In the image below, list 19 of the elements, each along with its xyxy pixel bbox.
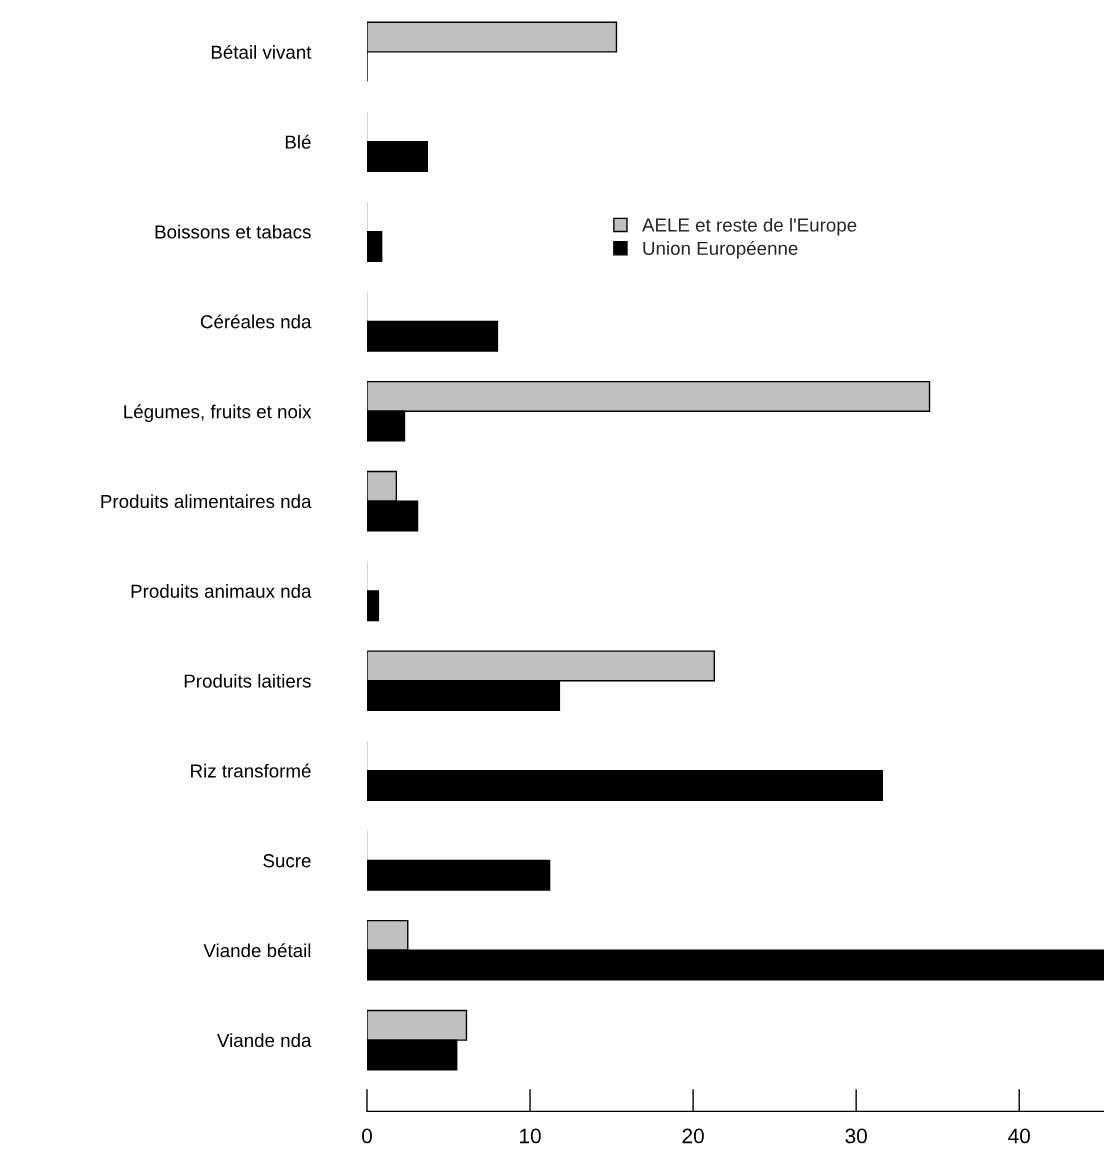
x-tick-label: 40 <box>1008 1128 1030 1144</box>
x-tick-label: 0 <box>362 1128 372 1144</box>
y-tick-label: Riz transformé <box>191 763 311 778</box>
x-tick-label: 30 <box>845 1128 867 1144</box>
y-tick-label: Légumes, fruits et noix <box>124 404 312 423</box>
y-tick-label: Viande nda <box>216 1033 312 1048</box>
y-tick-label: Produits animaux nda <box>131 584 312 598</box>
y-tick-label: Bétail vivant <box>211 44 312 59</box>
x-tick-label: 20 <box>682 1128 704 1144</box>
y-tick-label: Produits alimentaires nda <box>101 494 312 509</box>
x-tick-label: 10 <box>520 1128 541 1144</box>
y-tick-label: Boissons et tabacs <box>155 224 311 239</box>
y-tick-label: Sucre <box>263 854 311 868</box>
y-tick-label: Céréales nda <box>200 314 312 329</box>
y-tick-label: Viande bétail <box>203 943 311 958</box>
y-tick-label: Blé <box>285 134 311 149</box>
y-tick-label: Produits laitiers <box>184 673 311 688</box>
legend-label: Union Européenne <box>643 241 798 259</box>
legend-label: AELE et reste de l'Europe <box>642 217 857 236</box>
